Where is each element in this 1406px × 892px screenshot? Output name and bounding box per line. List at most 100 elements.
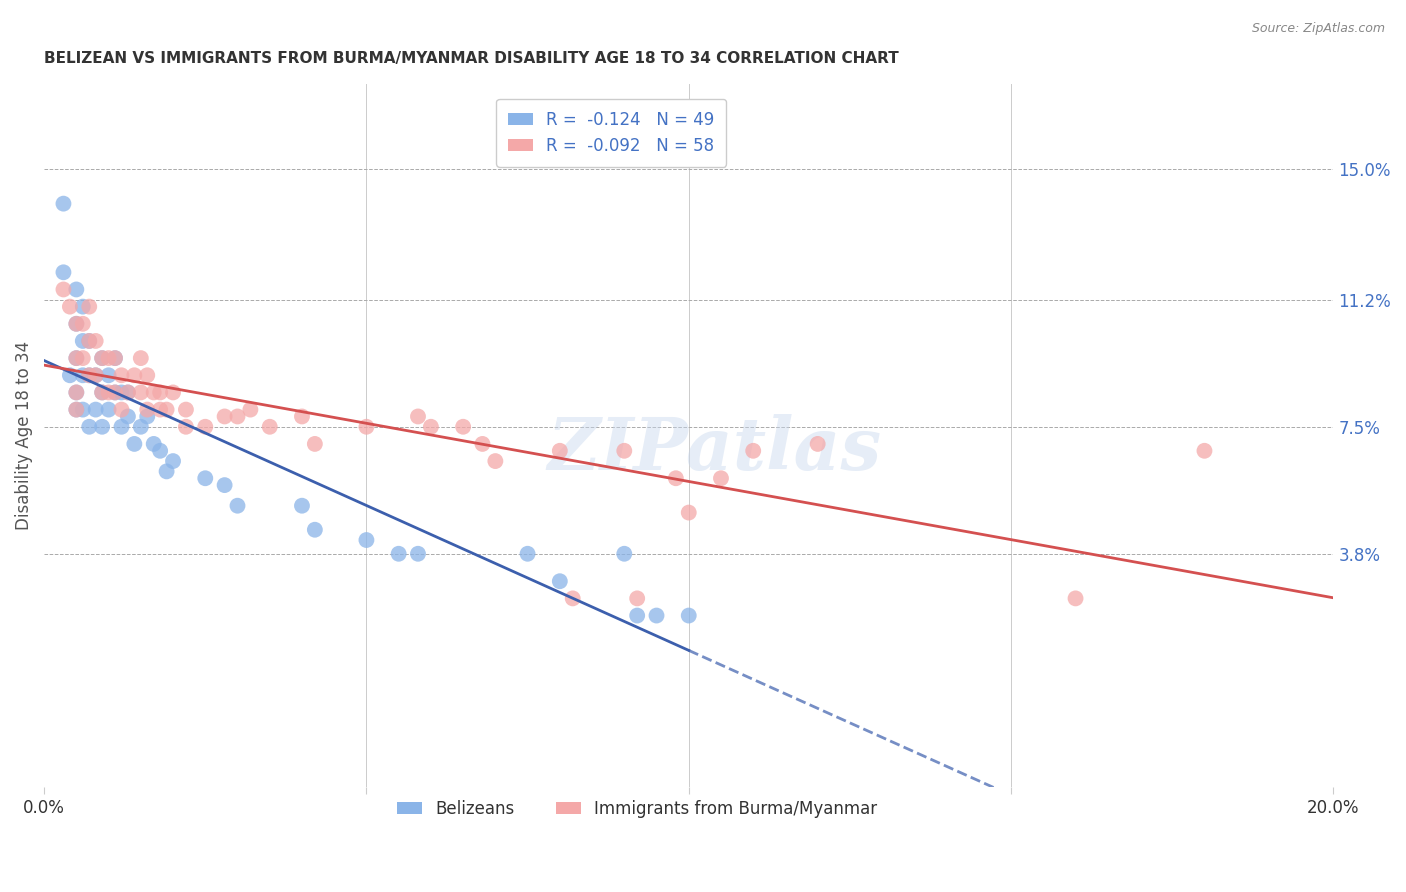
Point <box>72 334 94 348</box>
Point <box>613 443 636 458</box>
Point <box>291 499 314 513</box>
Point <box>65 402 87 417</box>
Point <box>117 385 139 400</box>
Point <box>110 368 132 383</box>
Point <box>129 385 152 400</box>
Text: Source: ZipAtlas.com: Source: ZipAtlas.com <box>1251 22 1385 36</box>
Point <box>136 368 159 383</box>
Point <box>548 574 571 589</box>
Point <box>77 300 100 314</box>
Point <box>104 385 127 400</box>
Point <box>65 402 87 417</box>
Point <box>77 334 100 348</box>
Point <box>77 368 100 383</box>
Point <box>65 351 87 365</box>
Point <box>259 419 281 434</box>
Point <box>613 547 636 561</box>
Point <box>84 402 107 417</box>
Point <box>52 283 75 297</box>
Point <box>84 368 107 383</box>
Point <box>239 402 262 417</box>
Point <box>155 402 177 417</box>
Point <box>91 351 114 365</box>
Point <box>1194 443 1216 458</box>
Point <box>65 385 87 400</box>
Point <box>104 385 127 400</box>
Point <box>110 385 132 400</box>
Point <box>214 409 236 424</box>
Point <box>626 591 648 606</box>
Point <box>356 419 378 434</box>
Point <box>626 608 648 623</box>
Point <box>214 478 236 492</box>
Point <box>65 385 87 400</box>
Point <box>304 437 326 451</box>
Point <box>84 368 107 383</box>
Point <box>65 317 87 331</box>
Point <box>65 351 87 365</box>
Point <box>291 409 314 424</box>
Point <box>136 402 159 417</box>
Point <box>117 409 139 424</box>
Point <box>97 351 120 365</box>
Point <box>174 419 197 434</box>
Point <box>124 368 146 383</box>
Point <box>471 437 494 451</box>
Point <box>124 437 146 451</box>
Point <box>162 385 184 400</box>
Point <box>142 385 165 400</box>
Point <box>484 454 506 468</box>
Point <box>742 443 765 458</box>
Point <box>419 419 441 434</box>
Point <box>129 419 152 434</box>
Point <box>645 608 668 623</box>
Point <box>97 385 120 400</box>
Point <box>356 533 378 547</box>
Point <box>72 317 94 331</box>
Point <box>678 506 700 520</box>
Point <box>91 385 114 400</box>
Point <box>149 402 172 417</box>
Point <box>91 385 114 400</box>
Point <box>142 437 165 451</box>
Point <box>226 499 249 513</box>
Point <box>561 591 583 606</box>
Point <box>84 334 107 348</box>
Point <box>72 351 94 365</box>
Point <box>91 419 114 434</box>
Text: BELIZEAN VS IMMIGRANTS FROM BURMA/MYANMAR DISABILITY AGE 18 TO 34 CORRELATION CH: BELIZEAN VS IMMIGRANTS FROM BURMA/MYANMA… <box>44 51 898 66</box>
Point <box>104 351 127 365</box>
Point <box>72 368 94 383</box>
Point <box>665 471 688 485</box>
Point <box>59 300 82 314</box>
Point <box>194 471 217 485</box>
Point <box>104 351 127 365</box>
Point <box>155 464 177 478</box>
Point <box>52 196 75 211</box>
Point <box>97 402 120 417</box>
Point <box>65 317 87 331</box>
Point <box>174 402 197 417</box>
Point <box>52 265 75 279</box>
Point <box>110 419 132 434</box>
Point <box>77 368 100 383</box>
Point <box>65 283 87 297</box>
Point <box>77 419 100 434</box>
Point <box>77 334 100 348</box>
Point <box>451 419 474 434</box>
Point <box>97 368 120 383</box>
Point <box>548 443 571 458</box>
Point <box>710 471 733 485</box>
Point <box>807 437 830 451</box>
Point <box>72 402 94 417</box>
Point <box>72 300 94 314</box>
Y-axis label: Disability Age 18 to 34: Disability Age 18 to 34 <box>15 341 32 530</box>
Point <box>678 608 700 623</box>
Point <box>304 523 326 537</box>
Point <box>388 547 411 561</box>
Point <box>129 351 152 365</box>
Point <box>59 368 82 383</box>
Point <box>91 351 114 365</box>
Point <box>149 443 172 458</box>
Point <box>110 402 132 417</box>
